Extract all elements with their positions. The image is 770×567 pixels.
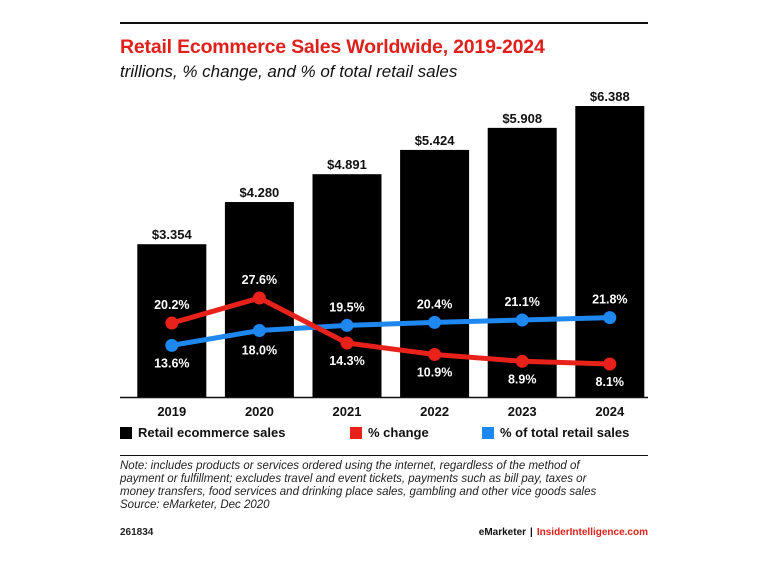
legend: Retail ecommerce sales % change % of tot… bbox=[120, 425, 650, 445]
x-tick-label: 2021 bbox=[333, 404, 362, 419]
note-rule bbox=[120, 455, 648, 456]
top-rule bbox=[120, 22, 648, 24]
share-label: 21.1% bbox=[504, 295, 539, 309]
pct-change-label: 20.2% bbox=[154, 298, 189, 312]
bar-value-label: $5.908 bbox=[502, 111, 542, 126]
share-of-retail-point bbox=[603, 311, 617, 325]
share-of-retail-point bbox=[252, 323, 266, 337]
share-of-retail-point bbox=[165, 338, 179, 352]
share-of-retail-point bbox=[428, 315, 442, 329]
chart-note: Note: includes products or services orde… bbox=[120, 460, 650, 512]
brand-separator: | bbox=[530, 527, 533, 538]
share-of-retail-point bbox=[515, 313, 529, 327]
brand-insider-intelligence: InsiderIntelligence.com bbox=[536, 527, 648, 538]
source-line: Source: eMarketer, Dec 2020 bbox=[120, 499, 270, 511]
pct-change-label: 8.1% bbox=[596, 375, 625, 389]
x-tick-label: 2019 bbox=[157, 404, 186, 419]
legend-swatch-share bbox=[482, 426, 494, 439]
chart-title: Retail Ecommerce Sales Worldwide, 2019-2… bbox=[120, 36, 545, 58]
pct-change-point bbox=[603, 357, 617, 371]
share-label: 19.5% bbox=[329, 300, 364, 314]
chart-subtitle: trillions, % change, and % of total reta… bbox=[120, 62, 458, 81]
pct-change-point bbox=[340, 336, 354, 350]
brand-emarketer: eMarketer bbox=[478, 527, 527, 538]
share-label: 13.6% bbox=[154, 356, 189, 370]
share-label: 20.4% bbox=[417, 297, 452, 311]
legend-label-share: % of total retail sales bbox=[500, 425, 630, 440]
legend-swatch-change bbox=[350, 426, 362, 439]
x-tick-label: 2024 bbox=[595, 404, 625, 419]
share-of-retail-line bbox=[169, 315, 613, 348]
chart-card: Retail Ecommerce Sales Worldwide, 2019-2… bbox=[120, 22, 650, 547]
pct-change-label: 10.9% bbox=[417, 366, 452, 380]
pct-change-label: 14.3% bbox=[329, 354, 364, 368]
legend-item-ecommerce: Retail ecommerce sales bbox=[120, 425, 285, 440]
note-line: payment or fulfillment; excludes travel … bbox=[120, 473, 587, 485]
legend-item-change: % change bbox=[350, 425, 429, 440]
pct-change-point bbox=[515, 354, 529, 368]
bar bbox=[575, 106, 645, 397]
bar bbox=[487, 127, 557, 397]
pct-change-label: 8.9% bbox=[508, 372, 537, 386]
x-tick-label: 2023 bbox=[508, 404, 537, 419]
legend-swatch-ecommerce bbox=[120, 426, 132, 439]
bar bbox=[312, 174, 382, 397]
note-line: Note: includes products or services orde… bbox=[120, 460, 580, 472]
chart-plot: $3.354 $4.280 $4.891 $5.424 $5.908 $6.388 2019… bbox=[120, 89, 648, 419]
footer-brand: eMarketer | InsiderIntelligence.com bbox=[479, 527, 648, 538]
legend-label-ecommerce: Retail ecommerce sales bbox=[138, 425, 286, 440]
legend-item-share: % of total retail sales bbox=[482, 425, 629, 440]
pct-change-line bbox=[169, 295, 613, 367]
pct-change-label: 27.6% bbox=[242, 273, 277, 287]
share-label: 18.0% bbox=[242, 343, 277, 357]
pct-change-point bbox=[428, 348, 442, 362]
share-of-retail-point bbox=[340, 318, 354, 332]
x-tick-label: 2020 bbox=[245, 404, 274, 419]
bar-value-label: $4.280 bbox=[240, 185, 280, 200]
bar-value-label: $4.891 bbox=[327, 157, 367, 172]
bar-value-label: $6.388 bbox=[590, 89, 630, 104]
note-line: money transfers, food services and drink… bbox=[120, 486, 597, 498]
bar-value-label: $5.424 bbox=[415, 133, 456, 148]
pct-change-point bbox=[252, 291, 266, 305]
bar-value-label: $3.354 bbox=[152, 227, 193, 242]
share-label: 21.8% bbox=[592, 293, 627, 307]
pct-change-point bbox=[165, 316, 179, 330]
chart-id: 261834 bbox=[120, 527, 154, 538]
legend-label-change: % change bbox=[368, 425, 429, 440]
x-tick-label: 2022 bbox=[420, 404, 449, 419]
